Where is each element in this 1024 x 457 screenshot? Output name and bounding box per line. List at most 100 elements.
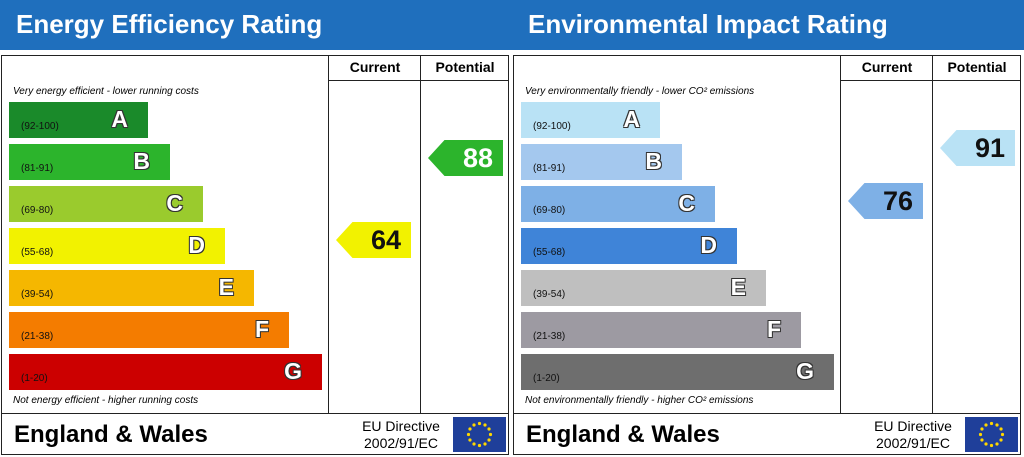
star bbox=[984, 423, 988, 427]
column-header: Potential bbox=[947, 59, 1007, 75]
current-rating-arrow: 64 bbox=[336, 222, 411, 258]
star bbox=[472, 442, 476, 446]
star bbox=[487, 438, 491, 442]
star bbox=[483, 442, 487, 446]
eu-stars bbox=[466, 421, 493, 448]
band-letter: B bbox=[645, 148, 662, 174]
rating-band: (81-91) B bbox=[9, 144, 170, 180]
divider bbox=[840, 55, 841, 413]
band-range: (69-80) bbox=[533, 205, 566, 216]
rating-band: (21-38) F bbox=[9, 312, 289, 348]
band-range: (1-20) bbox=[533, 373, 560, 384]
eu-flag bbox=[453, 417, 506, 452]
band-range: (1-20) bbox=[21, 373, 48, 384]
rating-band: (92-100) A bbox=[9, 102, 148, 138]
directive-line: 2002/91/EC bbox=[364, 435, 438, 451]
star bbox=[468, 438, 472, 442]
rating-panel: Environmental Impact Rating Current Potent… bbox=[512, 0, 1024, 457]
band-letter: D bbox=[188, 232, 205, 258]
band-range: (39-54) bbox=[21, 289, 54, 300]
star bbox=[995, 423, 999, 427]
band-letter: A bbox=[623, 106, 640, 132]
star bbox=[483, 423, 487, 427]
star bbox=[477, 443, 482, 448]
column-header: Current bbox=[861, 59, 913, 75]
top-note: Very environmentally friendly - lower CO… bbox=[525, 86, 755, 97]
band-letter: C bbox=[166, 190, 183, 216]
rating-band: (39-54) E bbox=[9, 270, 254, 306]
divider bbox=[328, 80, 509, 81]
star bbox=[468, 427, 472, 431]
star bbox=[995, 442, 999, 446]
band-letter: A bbox=[111, 106, 128, 132]
column-header: Current bbox=[349, 59, 401, 75]
region-label: England & Wales bbox=[526, 421, 720, 448]
current-rating-value: 76 bbox=[882, 186, 913, 216]
band-letter: E bbox=[218, 274, 234, 300]
band-range: (55-68) bbox=[533, 247, 566, 258]
star bbox=[488, 432, 493, 437]
band-range: (21-38) bbox=[533, 331, 566, 342]
panel-title: Environmental Impact Rating bbox=[528, 9, 888, 39]
star bbox=[978, 432, 983, 437]
divider bbox=[420, 55, 421, 413]
band-letter: G bbox=[796, 358, 814, 384]
band-range: (39-54) bbox=[533, 289, 566, 300]
header-bar: Energy Efficiency Rating bbox=[0, 0, 512, 50]
bottom-note: Not environmentally friendly - higher CO… bbox=[525, 395, 754, 406]
star bbox=[999, 427, 1003, 431]
divider bbox=[840, 80, 1021, 81]
rating-panel: Energy Efficiency Rating Current Potential… bbox=[0, 0, 512, 455]
star bbox=[980, 427, 984, 431]
directive: EU Directive 2002/91/EC bbox=[868, 418, 958, 452]
star bbox=[980, 438, 984, 442]
band-range: (69-80) bbox=[21, 205, 54, 216]
panel-title: Energy Efficiency Rating bbox=[16, 9, 323, 39]
eu-flag bbox=[965, 417, 1018, 452]
region-label: England & Wales bbox=[14, 421, 208, 448]
directive-line: EU Directive bbox=[874, 418, 952, 434]
divider bbox=[513, 413, 1021, 414]
rating-band: (81-91) B bbox=[521, 144, 682, 180]
divider bbox=[1, 413, 509, 414]
top-note: Very energy efficient - lower running co… bbox=[13, 86, 199, 97]
band-letter: E bbox=[730, 274, 746, 300]
current-rating-arrow: 76 bbox=[848, 183, 923, 219]
divider bbox=[328, 55, 329, 413]
potential-rating-arrow: 91 bbox=[940, 130, 1015, 166]
star bbox=[477, 421, 482, 426]
star bbox=[989, 421, 994, 426]
column-header: Potential bbox=[435, 59, 495, 75]
divider bbox=[932, 55, 933, 413]
band-range: (81-91) bbox=[21, 163, 54, 174]
band-letter: B bbox=[133, 148, 150, 174]
rating-band: (1-20) G bbox=[9, 354, 322, 390]
eu-stars bbox=[978, 421, 1005, 448]
panel-frame bbox=[1, 55, 509, 455]
band-letter: F bbox=[766, 316, 781, 342]
potential-rating-arrow: 88 bbox=[428, 140, 503, 176]
rating-band: (55-68) D bbox=[9, 228, 225, 264]
rating-band: (39-54) E bbox=[521, 270, 766, 306]
rating-band: (55-68) D bbox=[521, 228, 737, 264]
band-range: (92-100) bbox=[21, 121, 59, 132]
rating-band: (21-38) F bbox=[521, 312, 801, 348]
panel-frame bbox=[513, 55, 1021, 455]
rating-band: (1-20) G bbox=[521, 354, 834, 390]
bottom-note: Not energy efficient - higher running co… bbox=[13, 395, 199, 406]
directive: EU Directive 2002/91/EC bbox=[356, 418, 446, 452]
star bbox=[1000, 432, 1005, 437]
rating-band: (69-80) C bbox=[521, 186, 715, 222]
potential-rating-value: 88 bbox=[462, 143, 493, 173]
star bbox=[487, 427, 491, 431]
band-letter: F bbox=[254, 316, 269, 342]
star bbox=[989, 443, 994, 448]
rating-band: (69-80) C bbox=[9, 186, 203, 222]
star bbox=[984, 442, 988, 446]
band-range: (55-68) bbox=[21, 247, 54, 258]
band-letter: D bbox=[700, 232, 717, 258]
band-range: (81-91) bbox=[533, 163, 566, 174]
star bbox=[466, 432, 471, 437]
header-bar: Environmental Impact Rating bbox=[512, 0, 1024, 50]
